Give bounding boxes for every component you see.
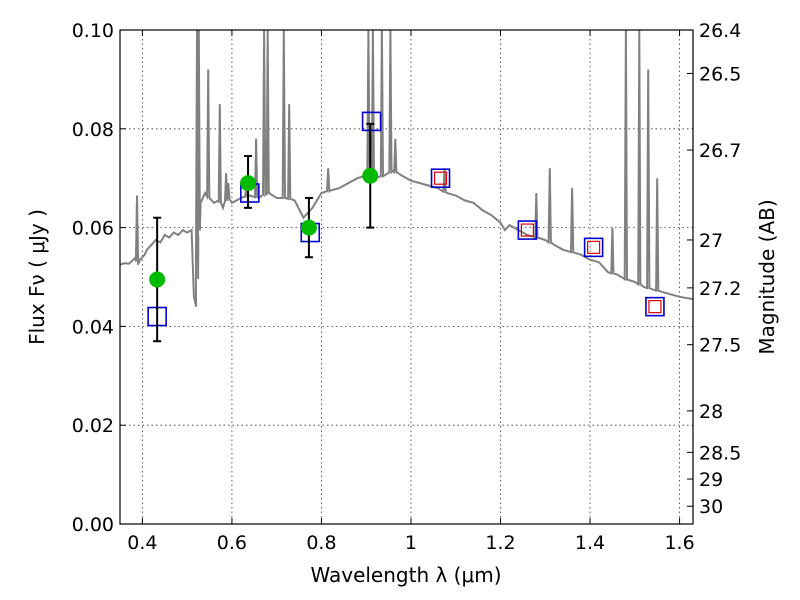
x-tick-label: 1.4 [575,532,605,554]
x-axis-label: Wavelength λ (μm) [310,563,501,587]
red-square-marker [587,240,601,254]
grid-lines [120,29,693,525]
right-tick-label: 26.4 [699,20,741,42]
x-tick-label: 0.6 [217,532,247,554]
right-tick-label: 27.5 [699,335,741,357]
y-tick-label: 0.02 [72,415,114,437]
right-tick-label: 28 [699,401,723,423]
y-tick-label: 0.00 [72,514,114,536]
right-axis-ticks: 26.4 26.5 26.7 27 27.2 27.5 28 28.5 29 30 [687,20,741,518]
green-circle-marker [149,271,166,288]
data-markers [147,111,665,343]
right-tick-label: 27 [699,230,723,252]
model-spectrum-line [120,30,693,307]
x-tick-label: 0.4 [127,532,157,554]
right-tick-label: 29 [699,469,723,491]
x-tick-label: 1.6 [664,532,694,554]
right-tick-label: 26.5 [699,63,741,85]
plot-frame [119,29,694,525]
right-axis-label: Magnitude (AB) [755,199,779,354]
red-square-marker [433,171,448,185]
red-square-marker [648,300,662,314]
x-tick-label: 1 [405,532,417,554]
x-tick-label: 0.8 [306,532,336,554]
right-tick-label: 28.5 [699,442,741,464]
y-axis-ticks: 0.00 0.02 0.04 0.06 0.08 0.10 [72,20,126,536]
blue-square-marker [361,111,382,132]
red-square-marker [520,223,534,237]
y-tick-label: 0.08 [72,119,114,141]
y-tick-label: 0.04 [72,316,114,338]
green-circle-marker [240,175,257,192]
y-tick-label: 0.10 [72,20,114,42]
green-circle-marker [300,219,317,236]
right-tick-label: 26.7 [699,140,741,162]
blue-square-marker [517,220,538,240]
right-tick-label: 30 [699,496,723,518]
blue-square-marker [583,237,604,258]
y-axis-label: Flux Fν ( μJy ) [25,209,49,345]
y-tick-label: 0.06 [72,218,114,240]
right-tick-label: 27.2 [699,278,741,300]
x-axis-ticks: 0.4 0.6 0.8 1 1.2 1.4 1.6 [127,30,695,554]
green-circle-marker [362,167,379,184]
blue-square-marker [430,168,451,188]
x-tick-label: 1.2 [485,532,515,554]
blue-square-marker [645,296,665,317]
